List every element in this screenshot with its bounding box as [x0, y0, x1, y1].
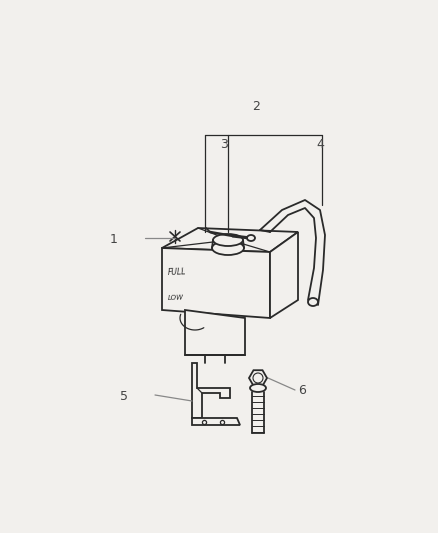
Ellipse shape: [247, 235, 255, 241]
Ellipse shape: [212, 241, 244, 255]
Ellipse shape: [213, 234, 243, 246]
Text: 2: 2: [252, 100, 260, 113]
Ellipse shape: [308, 298, 318, 306]
Polygon shape: [192, 363, 230, 418]
Text: 3: 3: [220, 138, 228, 151]
Polygon shape: [162, 228, 298, 252]
Ellipse shape: [250, 384, 266, 392]
Polygon shape: [162, 248, 270, 318]
Text: 4: 4: [316, 138, 324, 151]
Text: 1: 1: [110, 233, 118, 246]
Polygon shape: [185, 310, 245, 355]
Polygon shape: [270, 232, 298, 318]
Text: LOW: LOW: [168, 294, 184, 301]
Polygon shape: [192, 418, 240, 425]
Text: FULL: FULL: [168, 268, 187, 277]
Text: 5: 5: [120, 390, 128, 403]
Text: 6: 6: [298, 384, 306, 397]
